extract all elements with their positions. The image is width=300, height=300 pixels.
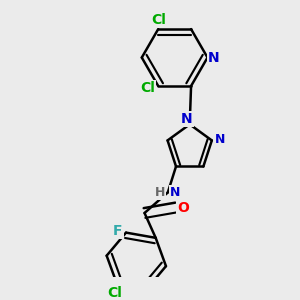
Text: N: N	[181, 112, 193, 126]
Text: Cl: Cl	[140, 81, 155, 95]
Text: Cl: Cl	[151, 13, 166, 27]
Text: Cl: Cl	[107, 286, 122, 300]
Text: N: N	[215, 133, 225, 146]
Text: O: O	[177, 200, 189, 214]
Text: H: H	[155, 186, 165, 199]
Text: N: N	[170, 186, 180, 199]
Text: N: N	[208, 50, 219, 64]
Text: F: F	[113, 224, 123, 238]
